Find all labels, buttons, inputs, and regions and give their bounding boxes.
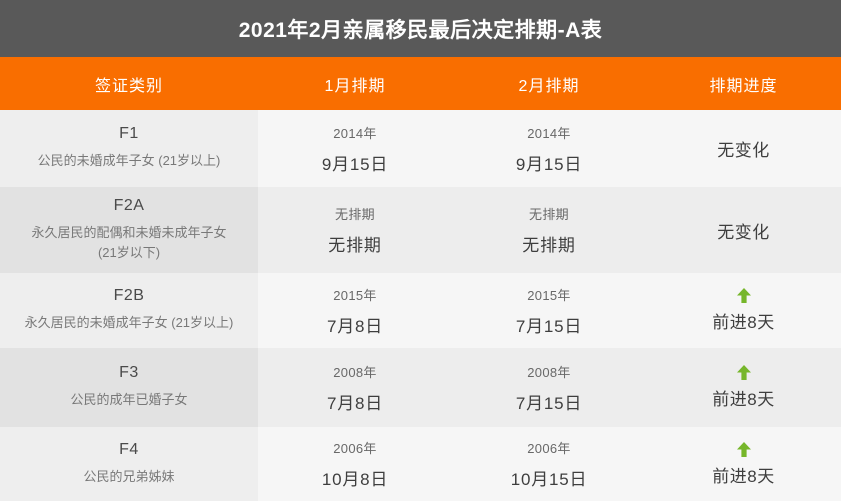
- visa-code: F3: [119, 364, 139, 382]
- date-year: 2006年: [527, 441, 571, 456]
- progress-label: 前进8天: [712, 390, 775, 409]
- january-date-cell: 无排期 无排期: [258, 187, 452, 273]
- visa-type-cell: F4 公民的兄弟姊妹: [0, 427, 258, 501]
- january-date-cell: 2008年 7月8日: [258, 348, 452, 427]
- progress-label: 无变化: [717, 141, 770, 160]
- page-title: 2021年2月亲属移民最后决定排期-A表: [238, 18, 603, 42]
- date-day: 无排期: [328, 236, 382, 255]
- progress-cell: 前进8天: [646, 427, 841, 501]
- visa-code: F4: [119, 440, 139, 458]
- date-year: 无排期: [529, 207, 569, 222]
- date-day: 10月8日: [321, 470, 389, 489]
- january-date-cell: 2015年 7月8日: [258, 273, 452, 348]
- february-date-cell: 无排期 无排期: [452, 187, 646, 273]
- february-date-cell: 2014年 9月15日: [452, 110, 646, 187]
- column-header-february: 2月排期: [518, 77, 580, 95]
- date-day: 7月15日: [515, 316, 583, 336]
- progress-cell: 前进8天: [646, 348, 841, 427]
- table-row: F3 公民的成年已婚子女 2008年 7月8日 2008年 7月15日 前进8天: [0, 348, 841, 427]
- table-row: F4 公民的兄弟姊妹 2006年 10月8日 2006年 10月15日 前进8天: [0, 427, 841, 501]
- date-day: 7月8日: [326, 316, 384, 336]
- visa-type-cell: F1 公民的未婚成年子女 (21岁以上): [0, 110, 258, 187]
- date-year: 2006年: [333, 441, 377, 456]
- date-day: 9月15日: [321, 154, 389, 174]
- date-year: 2015年: [333, 287, 377, 303]
- date-day: 无排期: [522, 236, 576, 255]
- date-day: 7月8日: [326, 393, 384, 413]
- table-row: F2B 永久居民的未婚成年子女 (21岁以上) 2015年 7月8日 2015年…: [0, 273, 841, 348]
- visa-description: 公民的兄弟姊妹: [83, 468, 175, 484]
- visa-type-cell: F3 公民的成年已婚子女: [0, 348, 258, 427]
- up-arrow-icon: [736, 365, 751, 380]
- progress-cell: 无变化: [646, 110, 841, 187]
- up-arrow-icon: [736, 288, 751, 303]
- visa-description: 永久居民的未婚成年子女 (21岁以上): [24, 315, 234, 331]
- january-date-cell: 2014年 9月15日: [258, 110, 452, 187]
- progress-cell: 前进8天: [646, 273, 841, 348]
- date-year: 2014年: [333, 125, 377, 141]
- date-year: 2014年: [527, 125, 571, 141]
- progress-label: 前进8天: [712, 466, 775, 486]
- visa-description: 永久居民的配偶和未婚未成年子女 (21岁以下): [31, 224, 227, 260]
- table-row: F2A 永久居民的配偶和未婚未成年子女 (21岁以下) 无排期 无排期 无排期 …: [0, 187, 841, 273]
- progress-cell: 无变化: [646, 187, 841, 273]
- progress-label: 无变化: [717, 222, 770, 242]
- january-date-cell: 2006年 10月8日: [258, 427, 452, 501]
- up-arrow-icon: [736, 441, 751, 457]
- date-day: 9月15日: [515, 154, 583, 174]
- table-row: F1 公民的未婚成年子女 (21岁以上) 2014年 9月15日 2014年 9…: [0, 110, 841, 187]
- column-header-visa-type: 签证类别: [94, 77, 163, 95]
- date-day: 7月15日: [515, 393, 583, 413]
- date-year: 无排期: [335, 207, 375, 222]
- visa-code: F2A: [113, 196, 145, 214]
- visa-code: F1: [119, 125, 139, 143]
- date-year: 2015年: [527, 287, 571, 303]
- progress-label: 前进8天: [712, 313, 775, 332]
- date-year: 2008年: [333, 364, 377, 380]
- visa-description: 公民的未婚成年子女 (21岁以上): [37, 153, 221, 169]
- title-bar: 2021年2月亲属移民最后决定排期-A表: [0, 0, 841, 57]
- date-day: 10月15日: [510, 470, 588, 489]
- visa-code: F2B: [113, 287, 145, 305]
- date-year: 2008年: [527, 364, 571, 380]
- february-date-cell: 2006年 10月15日: [452, 427, 646, 501]
- column-header-progress: 排期进度: [709, 77, 778, 95]
- february-date-cell: 2015年 7月15日: [452, 273, 646, 348]
- february-date-cell: 2008年 7月15日: [452, 348, 646, 427]
- visa-description: 公民的成年已婚子女: [70, 392, 188, 408]
- visa-type-cell: F2B 永久居民的未婚成年子女 (21岁以上): [0, 273, 258, 348]
- visa-type-cell: F2A 永久居民的配偶和未婚未成年子女 (21岁以下): [0, 187, 258, 273]
- column-header-january: 1月排期: [324, 77, 386, 95]
- table-header-row: 签证类别 1月排期 2月排期 排期进度: [0, 57, 841, 110]
